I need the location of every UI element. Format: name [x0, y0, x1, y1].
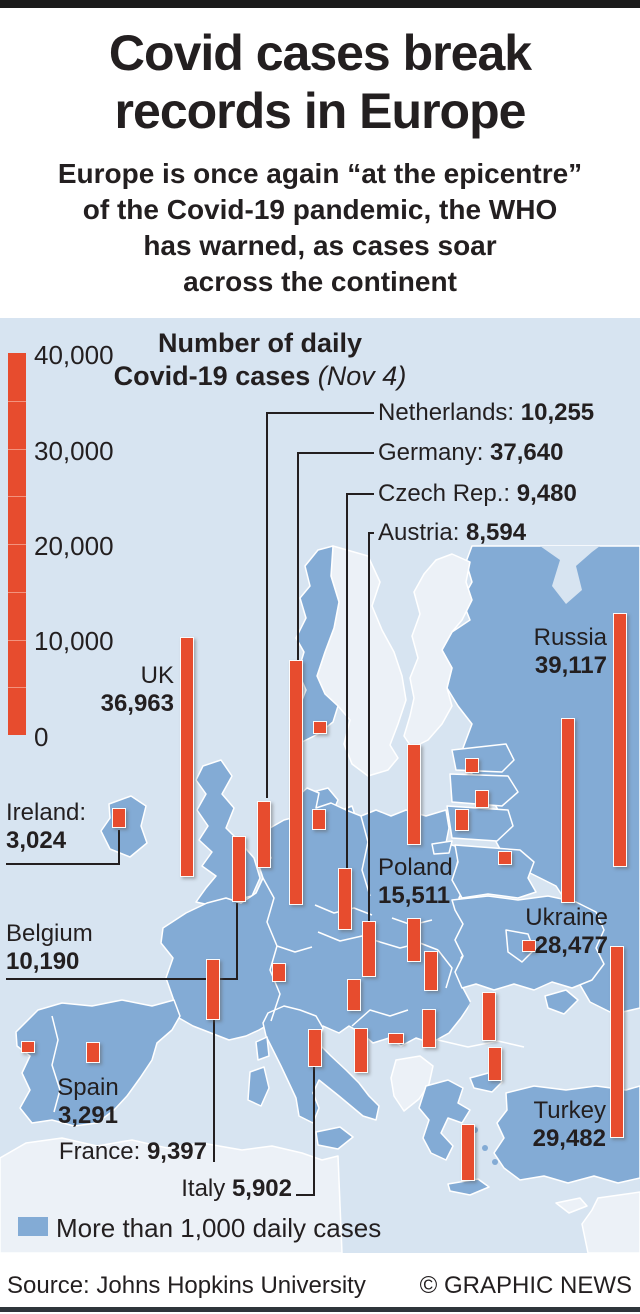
case-bar-ukraine: [561, 718, 575, 903]
case-bar-italy: [308, 1029, 322, 1067]
map-label-russia: Russia 39,117: [533, 624, 607, 679]
case-bar-turkey: [610, 946, 624, 1138]
top-rule: [0, 0, 640, 8]
case-bar-czech: [338, 868, 352, 930]
bottom-rule: [0, 1307, 640, 1312]
case-scale-bar: [8, 353, 26, 735]
case-bar-unlabeled: [461, 1124, 475, 1181]
map-label-italy: Italy 5,902: [181, 1175, 292, 1202]
callout-label-germany: Germany: 37,640: [378, 439, 564, 466]
scale-tick-20000: 20,000: [34, 531, 114, 561]
case-bar-unlabeled: [272, 963, 286, 982]
case-bar-unlabeled: [522, 940, 536, 952]
map-label-turkey: Turkey 29,482: [532, 1097, 606, 1152]
case-bar-unlabeled: [465, 758, 479, 773]
case-bar-unlabeled: [424, 951, 438, 991]
case-bar-unlabeled: [354, 1028, 368, 1073]
callout-line-italy-v: [313, 1067, 315, 1196]
callout-line-ireland-v: [118, 830, 120, 863]
case-bar-unlabeled: [313, 721, 327, 734]
callout-label-czech: Czech Rep.: 9,480: [378, 480, 577, 507]
europe-map: [0, 318, 640, 1253]
case-bar-russia: [613, 613, 627, 867]
map-label-ukraine: Ukraine 28,477: [525, 904, 608, 959]
callout-line-netherlands-h: [266, 412, 374, 414]
scale-tick-40000: 40,000: [34, 340, 114, 370]
scale-bar-segment: [8, 353, 26, 401]
map-label-belgium: Belgium 10,190: [6, 920, 93, 975]
case-bar-ireland: [112, 808, 126, 828]
case-bar-unlabeled: [388, 1033, 404, 1044]
legend-swatch: [18, 1217, 48, 1236]
page-title: Covid cases break records in Europe: [0, 24, 640, 140]
chart-title: Number of daily Covid-19 cases (Nov 4): [113, 328, 407, 391]
case-bar-germany: [289, 660, 303, 905]
subtitle: Europe is once again “at the epicentre” …: [57, 158, 583, 297]
callout-line-czech-v: [346, 493, 348, 868]
callout-line-austria-h: [368, 532, 374, 534]
scale-bar-segment: [8, 544, 26, 592]
case-bar-unlabeled: [312, 809, 326, 830]
case-bar-unlabeled: [475, 790, 489, 808]
scale-bar-segment: [8, 591, 26, 640]
case-bar-unlabeled: [488, 1047, 502, 1081]
callout-line-ireland-h: [6, 863, 120, 865]
case-bar-unlabeled: [498, 851, 512, 865]
callout-line-france-v: [213, 1020, 215, 1162]
scale-tick-0: 0: [34, 722, 49, 752]
callout-label-netherlands: Netherlands: 10,255: [378, 399, 595, 426]
title-line-1: Covid cases break: [108, 25, 532, 81]
callout-line-belgium-h: [6, 978, 238, 980]
callout-label-austria: Austria: 8,594: [378, 519, 527, 546]
chart-date-note: (Nov 4): [317, 361, 407, 391]
publisher-credit: © GRAPHIC NEWS: [419, 1272, 632, 1299]
callout-line-germany-v: [297, 452, 299, 662]
scale-bar-segment: [8, 687, 26, 735]
scale-tick-30000: 30,000: [34, 436, 114, 466]
scale-tick-10000: 10,000: [34, 626, 114, 656]
case-bar-france: [206, 959, 220, 1020]
case-bar-unlabeled: [482, 992, 496, 1041]
case-bar-unlabeled: [422, 1009, 436, 1048]
case-bar-belgium: [232, 836, 246, 902]
case-bar-unlabeled: [407, 918, 421, 962]
map-label-poland: Poland 15,511: [378, 854, 453, 909]
scale-bar-segment: [8, 400, 26, 449]
callout-line-belgium-v: [236, 903, 238, 978]
case-bar-unlabeled: [21, 1041, 35, 1053]
legend-label: More than 1,000 daily cases: [56, 1213, 382, 1243]
title-line-2: records in Europe: [114, 83, 527, 139]
callout-line-germany-h: [297, 452, 374, 454]
case-bar-poland: [407, 744, 421, 845]
callout-line-austria-v: [368, 532, 370, 921]
case-bar-uk: [180, 637, 194, 877]
map-label-spain: Spain 3,291: [57, 1074, 119, 1129]
callout-line-italy-h: [296, 1194, 313, 1196]
callout-line-czech-h: [346, 493, 374, 495]
scale-bar-segment: [8, 496, 26, 544]
scale-bar-segment: [8, 639, 26, 688]
map-label-france: France: 9,397: [58, 1138, 207, 1165]
case-bar-unlabeled: [347, 979, 361, 1011]
case-bar-spain: [86, 1042, 100, 1063]
case-bar-unlabeled: [455, 809, 469, 831]
source-credit: Source: Johns Hopkins University: [7, 1272, 366, 1299]
case-bar-netherlands: [257, 801, 271, 868]
map-label-ireland: Ireland: 3,024: [6, 799, 87, 854]
callout-line-netherlands-v: [266, 412, 268, 798]
scale-bar-segment: [8, 448, 26, 497]
map-label-uk: UK 36,963: [100, 662, 174, 717]
case-bar-austria: [362, 921, 376, 977]
